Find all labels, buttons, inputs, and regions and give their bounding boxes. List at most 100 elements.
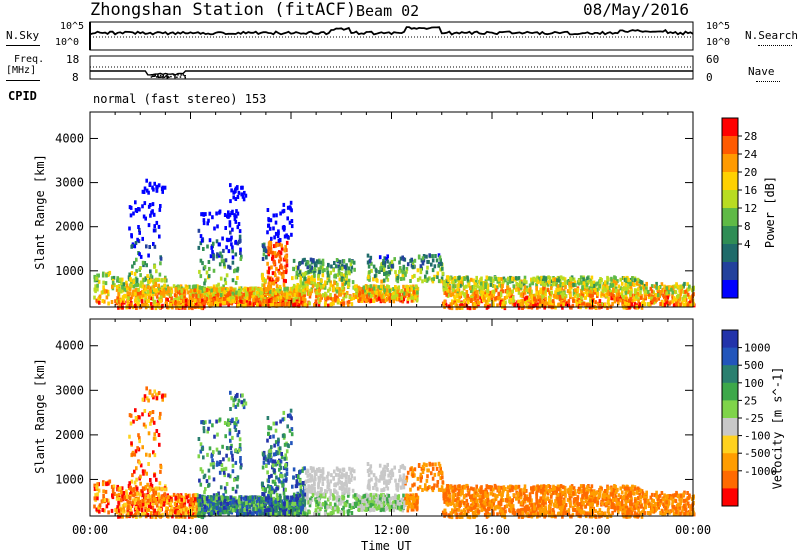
power-cell [513, 302, 516, 307]
power-cell [457, 283, 460, 288]
power-cell [446, 288, 449, 293]
power-cell [215, 297, 219, 302]
power-cell [229, 183, 232, 188]
power-cell [286, 234, 290, 239]
power-cell [295, 303, 298, 308]
power-cell [248, 290, 251, 294]
power-cell [240, 192, 243, 197]
power-cell [350, 259, 354, 264]
power-cell [453, 294, 456, 299]
power-cell [184, 301, 188, 306]
power-cell [538, 296, 542, 301]
power-cell [313, 278, 316, 283]
power-cell [590, 280, 593, 285]
power-cell [127, 275, 131, 280]
power-cell [235, 296, 238, 301]
power-cell [229, 230, 232, 235]
velocity-cell [134, 416, 138, 420]
velocity-cell [183, 503, 186, 507]
power-cell [402, 257, 405, 262]
power-cell [367, 292, 371, 297]
power-cell [271, 302, 275, 307]
power-cell [431, 268, 435, 273]
power-cell [319, 284, 323, 289]
power-cell [372, 299, 376, 303]
velocity-cell [155, 429, 159, 433]
power-cell [475, 279, 478, 284]
velocity-cell [177, 513, 181, 518]
power-cell [269, 218, 273, 223]
power-cell [327, 262, 330, 267]
power-cell [268, 281, 271, 286]
power-cell [594, 282, 598, 287]
power-cell [606, 305, 609, 310]
velocity-cell [177, 505, 180, 510]
power-cell [684, 294, 688, 299]
nsearch-label: N.Search [745, 29, 798, 42]
power-cell [385, 270, 388, 275]
power-cell [467, 282, 470, 287]
power-cell [127, 296, 130, 301]
power-cell [662, 288, 666, 293]
power-cell [661, 302, 664, 307]
power-cell [679, 302, 682, 307]
power-cell [668, 285, 672, 290]
power-cell [267, 266, 271, 271]
power-cell [355, 288, 358, 292]
power-cell [295, 301, 299, 305]
velocity-cell [120, 486, 124, 491]
power-cell [152, 242, 155, 246]
power-cell [593, 286, 596, 291]
power-cell [437, 263, 440, 268]
power-cell [203, 281, 206, 286]
power-cell [601, 292, 604, 296]
power-cell [394, 293, 397, 298]
power-cell [650, 289, 654, 294]
power-cell [665, 291, 668, 296]
velocity-cell [151, 505, 155, 510]
velocity-cell [283, 499, 287, 503]
power-cell [631, 299, 634, 303]
power-cell [506, 276, 510, 281]
power-cell [215, 287, 218, 292]
power-cell [340, 266, 344, 271]
velocity-cell [121, 504, 125, 509]
power-cell [644, 289, 647, 294]
power-cell [210, 302, 213, 307]
power-cell [413, 292, 416, 297]
power-cell [248, 294, 252, 299]
power-cell [486, 285, 490, 290]
velocity-cell [148, 488, 152, 493]
power-cell [134, 200, 137, 205]
power-cell [444, 302, 448, 307]
power-cell [295, 296, 298, 301]
power-cell [242, 197, 246, 202]
power-cell [489, 276, 492, 281]
power-cell [347, 282, 350, 287]
power-cell [612, 289, 615, 294]
power-cell [219, 303, 222, 308]
nave-dropout-dot [168, 76, 170, 79]
power-cell [242, 292, 245, 297]
power-cell [160, 291, 163, 296]
power-cell [417, 254, 421, 259]
power-cell [239, 251, 242, 255]
power-cell [157, 286, 160, 291]
power-cell [317, 276, 320, 281]
power-cell [231, 260, 235, 265]
velocity-cell [136, 446, 139, 451]
power-cell [208, 266, 211, 271]
power-cell [647, 292, 651, 297]
velocity-cell [148, 504, 151, 508]
power-cell [436, 271, 440, 276]
velocity-cell [216, 460, 219, 465]
power-cell [242, 287, 245, 292]
power-cell [151, 202, 155, 207]
power-cell [387, 285, 391, 290]
power-cell [282, 278, 286, 283]
power-cell [628, 305, 631, 310]
velocity-cell [224, 489, 228, 494]
velocity-cell [145, 452, 148, 457]
power-cell [377, 285, 380, 290]
power-cell [598, 299, 602, 304]
